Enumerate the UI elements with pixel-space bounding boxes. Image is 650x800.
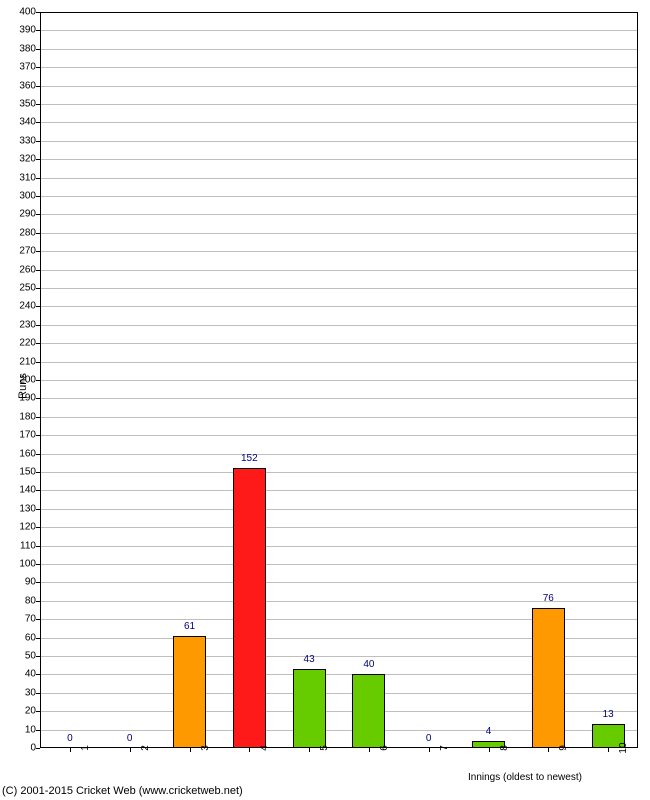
x-tick-mark: [608, 748, 609, 752]
x-tick-mark: [190, 748, 191, 752]
x-tick-mark: [429, 748, 430, 752]
footer-copyright: (C) 2001-2015 Cricket Web (www.cricketwe…: [2, 785, 243, 797]
x-axis-title: Innings (oldest to newest): [468, 772, 582, 783]
x-tick-mark: [130, 748, 131, 752]
x-tick-mark: [70, 748, 71, 752]
y-tick-mark: [36, 748, 40, 749]
x-tick-mark: [249, 748, 250, 752]
chart-container: 0102030405060708090100110120130140150160…: [0, 0, 650, 800]
y-axis-title: Runs: [17, 373, 29, 399]
x-tick-mark: [309, 748, 310, 752]
x-tick-mark: [548, 748, 549, 752]
x-tick-mark: [369, 748, 370, 752]
x-tick-mark: [489, 748, 490, 752]
plot-border: [40, 12, 638, 748]
